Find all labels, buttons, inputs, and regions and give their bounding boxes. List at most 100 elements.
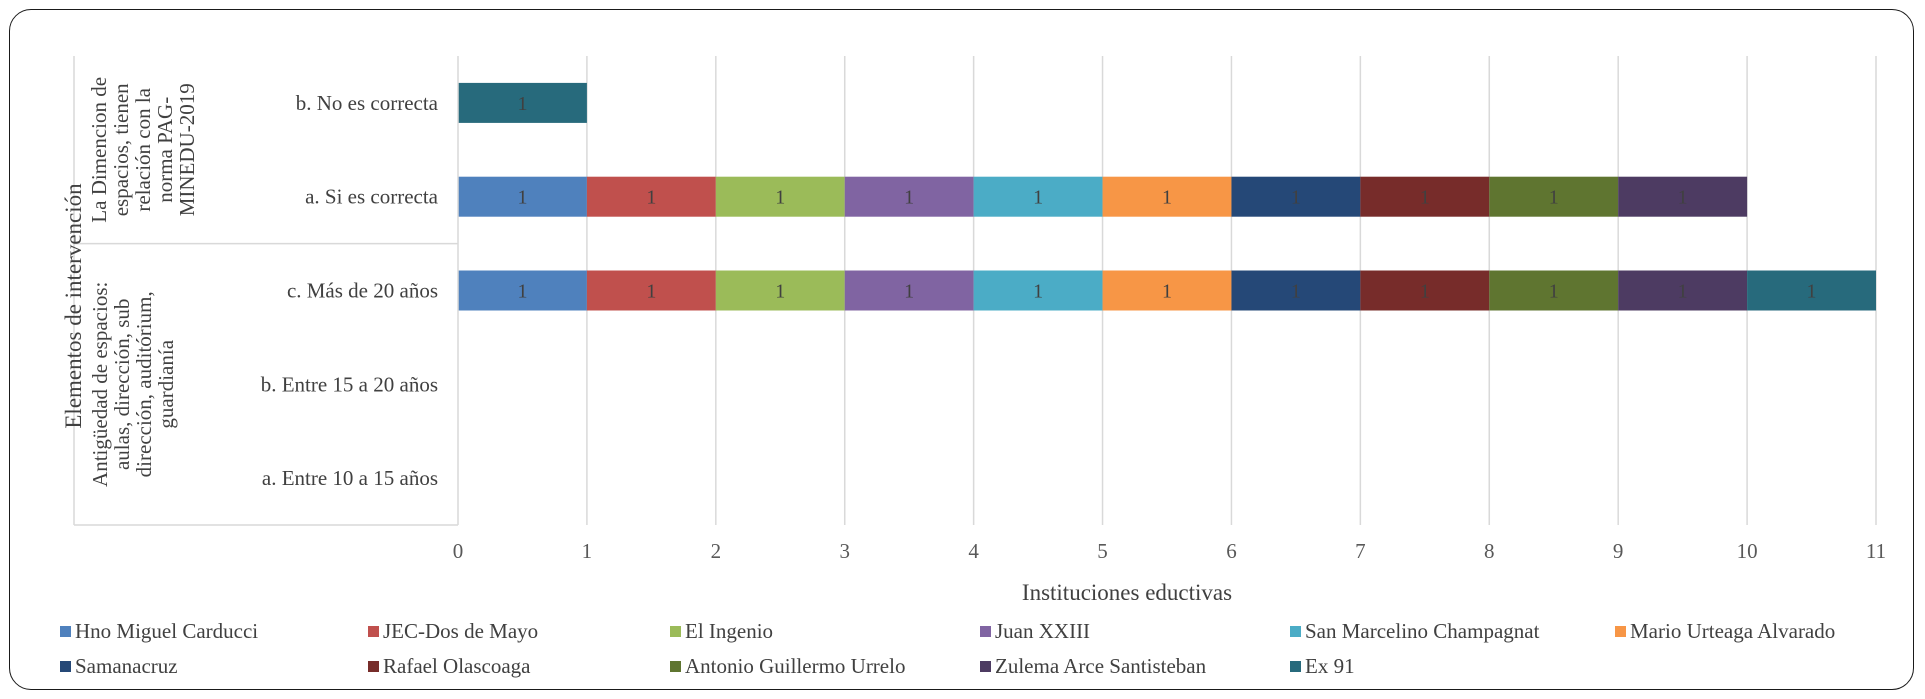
bar-segment xyxy=(844,270,974,311)
legend-swatch xyxy=(980,661,991,672)
x-tick-label: 8 xyxy=(1484,539,1495,563)
legend-label: Mario Urteaga Alvarado xyxy=(1630,619,1836,643)
data-label: 1 xyxy=(1420,281,1430,303)
data-label: 1 xyxy=(1291,187,1301,209)
bar-segment xyxy=(973,270,1103,311)
data-label: 1 xyxy=(646,187,656,209)
x-tick-label: 4 xyxy=(968,539,979,563)
data-label: 1 xyxy=(1291,281,1301,303)
bar-segment xyxy=(586,270,716,311)
data-label: 1 xyxy=(1162,281,1172,303)
category-axis: b. No es correcta a. Si es correcta c. Más… xyxy=(73,56,459,526)
legend-swatch xyxy=(1290,661,1301,672)
data-label: 1 xyxy=(775,281,785,303)
legend-swatch xyxy=(980,626,991,637)
data-label: 1 xyxy=(1549,187,1559,209)
legend-swatch xyxy=(670,661,681,672)
bar-segment xyxy=(458,270,587,311)
bar-segment xyxy=(458,82,587,123)
data-label: 1 xyxy=(775,187,785,209)
category-label: a. Entre 10 a 15 años xyxy=(262,466,438,490)
y-axis-title: Elementos de intervención xyxy=(61,183,86,429)
category-label: a. Si es correcta xyxy=(305,185,439,209)
legend-item: Juan XXIII xyxy=(980,619,1090,644)
bar-segment xyxy=(1489,176,1619,217)
legend-label: Hno Miguel Carducci xyxy=(75,619,259,643)
legend-item: Hno Miguel Carducci xyxy=(60,619,258,644)
bar-segment xyxy=(973,176,1103,217)
x-tick-label: 11 xyxy=(1866,539,1886,563)
x-axis-title: Instituciones eductivas xyxy=(1022,580,1232,605)
bar-segment xyxy=(715,270,845,311)
legend-label: Samanacruz xyxy=(75,654,178,678)
data-label: 1 xyxy=(1420,187,1430,209)
x-axis: 0 1 2 3 4 5 6 7 8 9 10 11 xyxy=(453,539,1886,563)
bar-segment xyxy=(1231,270,1361,311)
legend-item: Samanacruz xyxy=(60,654,178,679)
bars: 1 1 1 1 1 1 1 1 1 1 1 1 1 1 1 1 1 1 1 1 1 1 xyxy=(458,82,1876,311)
category-label: b. No es correcta xyxy=(296,91,439,115)
data-label: 1 xyxy=(904,281,914,303)
data-label: 1 xyxy=(517,281,527,303)
legend-label: Juan XXIII xyxy=(995,619,1091,643)
legend-item: Rafael Olascoaga xyxy=(368,654,531,679)
category-label: c. Más de 20 años xyxy=(287,279,438,303)
legend-item: Antonio Guillermo Urrelo xyxy=(670,654,905,679)
legend-item: El Ingenio xyxy=(670,619,773,644)
x-tick-label: 9 xyxy=(1613,539,1624,563)
data-label: 1 xyxy=(1033,281,1043,303)
data-label: 1 xyxy=(1033,187,1043,209)
data-label: 1 xyxy=(517,93,527,115)
legend-item: Ex 91 xyxy=(1290,654,1355,679)
legend-label: San Marcelino Champagnat xyxy=(1305,619,1540,643)
x-tick-label: 1 xyxy=(582,539,593,563)
legend-label: Rafael Olascoaga xyxy=(383,654,531,678)
legend-swatch xyxy=(368,661,379,672)
x-tick-label: 10 xyxy=(1737,539,1758,563)
data-label: 1 xyxy=(517,187,527,209)
legend-label: El Ingenio xyxy=(685,619,774,643)
legend-swatch xyxy=(670,626,681,637)
x-tick-label: 5 xyxy=(1097,539,1108,563)
legend-item: Mario Urteaga Alvarado xyxy=(1615,619,1835,644)
group-label-line: espacios, tienen xyxy=(109,83,133,216)
bar-segment xyxy=(1360,176,1490,217)
bar-segment xyxy=(1489,270,1619,311)
legend-item: Zulema Arce Santisteban xyxy=(980,654,1206,679)
group-label-line: norma PAG- xyxy=(153,97,177,203)
legend-swatch xyxy=(60,626,71,637)
bar-segment xyxy=(1102,270,1232,311)
x-tick-label: 0 xyxy=(453,539,464,563)
bar-segment xyxy=(1360,270,1490,311)
legend-swatch xyxy=(1615,626,1626,637)
data-label: 1 xyxy=(1678,281,1688,303)
data-label: 1 xyxy=(1549,281,1559,303)
bar-segment xyxy=(715,176,845,217)
group-label: Antigüedad de espacios:aulas, dirección,… xyxy=(88,282,178,487)
legend-item: San Marcelino Champagnat xyxy=(1290,619,1539,644)
bar-segment xyxy=(1102,176,1232,217)
bar-segment xyxy=(458,176,587,217)
group-label-line: dirección, auditórium, xyxy=(132,291,156,477)
data-label: 1 xyxy=(1162,187,1172,209)
legend-label: Zulema Arce Santisteban xyxy=(995,654,1207,678)
group-label-line: Antigüedad de espacios: xyxy=(88,282,112,487)
legend-swatch xyxy=(368,626,379,637)
group-label-line: relación con la xyxy=(131,87,155,211)
group-label-line: aulas, dirección, sub xyxy=(110,299,134,470)
legend-swatch xyxy=(1290,626,1301,637)
x-tick-label: 7 xyxy=(1355,539,1366,563)
x-tick-label: 3 xyxy=(839,539,850,563)
bar-segment xyxy=(1618,176,1748,217)
legend-label: Antonio Guillermo Urrelo xyxy=(685,654,906,678)
legend-label: Ex 91 xyxy=(1305,654,1355,678)
data-label: 1 xyxy=(646,281,656,303)
bar-segment xyxy=(1618,270,1748,311)
group-label-line: La Dimencion de xyxy=(87,77,111,223)
data-label: 1 xyxy=(1807,281,1817,303)
category-label: b. Entre 15 a 20 años xyxy=(261,372,438,396)
x-tick-label: 6 xyxy=(1226,539,1237,563)
legend-label: JEC-Dos de Mayo xyxy=(383,619,539,643)
